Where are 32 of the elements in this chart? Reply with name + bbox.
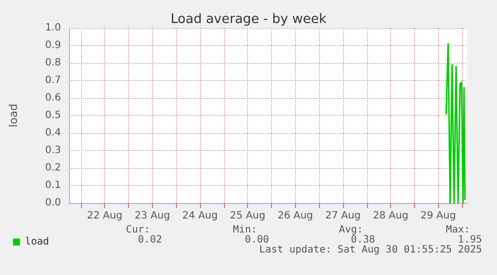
y-tick-label: 0.3 [45,145,61,156]
y-tick-label: 0.6 [45,92,61,104]
y-tick-label: 0.4 [45,128,61,138]
chart-title: Load average - by week [170,12,327,27]
y-tick-label: 0.2 [45,162,61,174]
y-tick-label: 0.1 [45,180,61,191]
y-tick-label: 1.0 [45,22,61,34]
x-tick-label: 22 Aug [87,210,122,222]
text: 0.00 [244,234,270,246]
text: Max: [446,224,470,236]
text: Avg: [338,224,364,236]
x-tick-label: 25 Aug [230,210,266,222]
x-tick-label: 29 Aug [420,210,456,222]
x-tick-label: 23 Aug [134,210,170,222]
legend-label: load [25,236,50,248]
y-tick-label: 0.9 [45,40,61,51]
y-axis-title: load [7,104,20,128]
line-series [445,43,466,204]
text: 0.38 [350,234,376,246]
text: 1.95 [458,234,482,246]
text: Cur: [126,224,150,236]
y-tick-label: 0.7 [45,75,61,86]
y-tick-label: 0.8 [45,58,61,68]
x-tick-label: 28 Aug [372,210,408,222]
x-tick-label: 24 Aug [182,210,218,222]
x-tick-label: 27 Aug [325,210,361,222]
text: Last update: Sat Aug 30 01:55:25 2025 [259,244,482,256]
y-tick-label: 0.0 [45,198,61,208]
text: 0.02 [138,234,162,246]
text: Min: [232,224,258,236]
y-tick-label: 0.5 [45,110,61,121]
x-tick-label: 26 Aug [278,210,314,222]
